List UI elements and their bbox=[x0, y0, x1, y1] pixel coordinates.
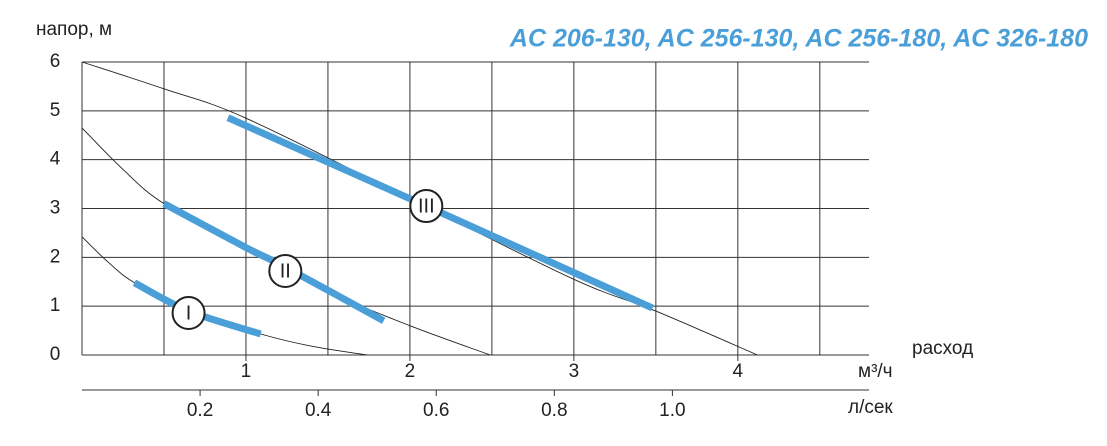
x2-tick-label: 1.0 bbox=[659, 400, 685, 421]
y-tick-label: 5 bbox=[50, 100, 61, 121]
chart-title: AC 206-130, AC 256-130, AC 256-180, AC 3… bbox=[509, 25, 1088, 53]
x2-tick-label: 0.4 bbox=[305, 400, 332, 421]
x-tick-label: 3 bbox=[569, 361, 580, 382]
pump-curve bbox=[162, 200, 386, 324]
system-curve bbox=[81, 236, 368, 356]
legend-label: I bbox=[186, 302, 192, 324]
curve-badge bbox=[409, 189, 444, 224]
y-axis-label: напор, м bbox=[36, 19, 112, 40]
x-tick-label: 1 bbox=[241, 361, 252, 382]
curve-badge bbox=[268, 254, 303, 289]
x2-tick-label: 0.8 bbox=[541, 400, 567, 421]
y-tick-label: 4 bbox=[50, 149, 61, 170]
x-tick-label: 2 bbox=[405, 361, 416, 382]
y-tick-label: 6 bbox=[50, 51, 61, 72]
y-tick-label: 0 bbox=[50, 344, 61, 365]
y-tick-label: 2 bbox=[50, 246, 61, 267]
x2-tick-label: 0.2 bbox=[187, 400, 213, 421]
legend-label: II bbox=[280, 260, 291, 282]
curve-badge bbox=[171, 296, 206, 331]
x-unit: м³/ч bbox=[858, 361, 893, 382]
y-tick-label: 1 bbox=[50, 295, 61, 316]
y-tick-label: 3 bbox=[50, 198, 61, 219]
x2-tick-label: 0.6 bbox=[423, 400, 449, 421]
x-axis-label: расход bbox=[912, 338, 973, 359]
legend-label: III bbox=[418, 195, 435, 217]
x2-unit: л/сек bbox=[848, 397, 893, 418]
system-curve bbox=[81, 127, 491, 356]
x-tick-label: 4 bbox=[733, 361, 744, 382]
